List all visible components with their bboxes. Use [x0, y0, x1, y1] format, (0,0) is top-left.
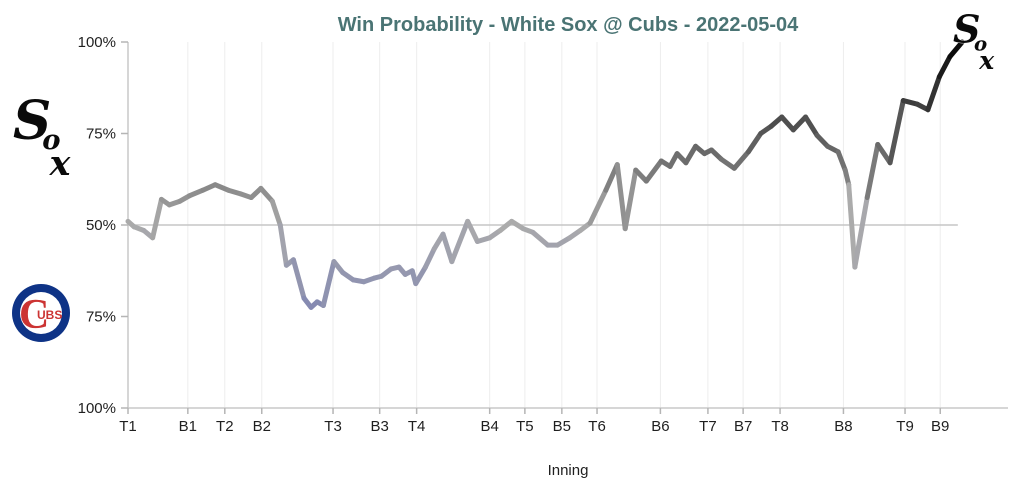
win-probability-line-segment [887, 98, 906, 166]
x-tick-label: B4 [481, 418, 499, 435]
win-probability-line-segment [465, 218, 480, 244]
cubs-logo-inner-circle [20, 292, 62, 334]
x-tick-label: T2 [216, 418, 234, 435]
cubs-logo-c: C [19, 292, 49, 338]
x-tick-label: T8 [771, 418, 789, 435]
win-probability-line-segment [622, 167, 639, 232]
svg-text:o: o [42, 124, 60, 156]
win-probability-line-segment [683, 143, 699, 166]
win-probability-line-segment [587, 187, 609, 226]
win-probability-line-segment [790, 114, 809, 133]
win-probability-line-segment [290, 257, 307, 301]
win-probability-line-segment [718, 156, 737, 171]
x-tick-label: T3 [324, 418, 342, 435]
x-tick-label: B8 [834, 418, 852, 435]
win-probability-line-segment [947, 39, 965, 60]
win-probability-line-segment [643, 158, 664, 184]
win-probability-line-segment [936, 54, 953, 80]
x-tick-label: T5 [516, 418, 534, 435]
win-probability-line-segment [731, 149, 751, 171]
x-tick-label: T9 [896, 418, 914, 435]
win-probability-line-segment [864, 141, 881, 201]
win-probability-line-segment [449, 218, 471, 265]
win-probability-line-segment [422, 246, 437, 270]
x-tick-label: B5 [553, 418, 571, 435]
y-tick-label: 75% [86, 126, 116, 143]
x-tick-label: B1 [179, 418, 197, 435]
win-probability-line-segment [779, 114, 796, 133]
win-probability-line-segment [440, 231, 455, 265]
x-tick-label: B2 [253, 418, 271, 435]
win-probability-line-segment [277, 222, 289, 268]
win-probability-line-segment [803, 114, 820, 138]
x-tick-label: B7 [734, 418, 752, 435]
win-probability-line-segment [633, 167, 649, 184]
y-tick-label: 75% [86, 309, 116, 326]
x-tick-label: B3 [371, 418, 389, 435]
win-probability-line-segment [269, 198, 283, 228]
win-probability-line-segment [925, 74, 942, 113]
cubs-logo: C UBS [12, 284, 70, 342]
win-probability-line-segment [846, 182, 858, 270]
x-tick-label: T4 [408, 418, 426, 435]
chart-title: Win Probability - White Sox @ Cubs - 202… [337, 14, 799, 36]
win-probability-line-segment [814, 132, 831, 149]
win-probability-line-segment [258, 185, 275, 204]
svg-text:x: x [49, 143, 72, 182]
win-probability-line-segment [745, 131, 764, 155]
win-probability-line-segment [413, 264, 428, 287]
win-probability-line-segment [842, 167, 852, 188]
white-sox-logo-endpoint: S o x [953, 8, 996, 74]
win-probability-line-segment [150, 196, 164, 241]
white-sox-logo: S o x [13, 90, 72, 182]
x-tick-label: T7 [699, 418, 717, 435]
win-probability-line-segment [320, 259, 337, 309]
win-probability-line-segment [530, 229, 551, 248]
x-tick-label: T1 [119, 418, 137, 435]
svg-text:S: S [953, 8, 981, 52]
win-probability-line-segment [852, 195, 870, 270]
svg-text:x: x [978, 46, 995, 74]
win-probability-line-segment [614, 162, 628, 232]
cubs-logo-ubs: UBS [37, 308, 62, 322]
x-axis-title: Inning [547, 462, 589, 479]
svg-text:S: S [13, 90, 51, 151]
svg-text:o: o [974, 32, 987, 56]
x-tick-label: B9 [931, 418, 949, 435]
win-probability-line-segment [875, 141, 893, 166]
y-tick-label: 50% [86, 217, 116, 234]
x-tick-label: B6 [651, 418, 669, 435]
y-tick-label: 100% [78, 34, 116, 51]
win-probability-line-segment [835, 149, 848, 173]
x-tick-label: T6 [588, 418, 606, 435]
y-tick-label: 100% [78, 400, 116, 417]
